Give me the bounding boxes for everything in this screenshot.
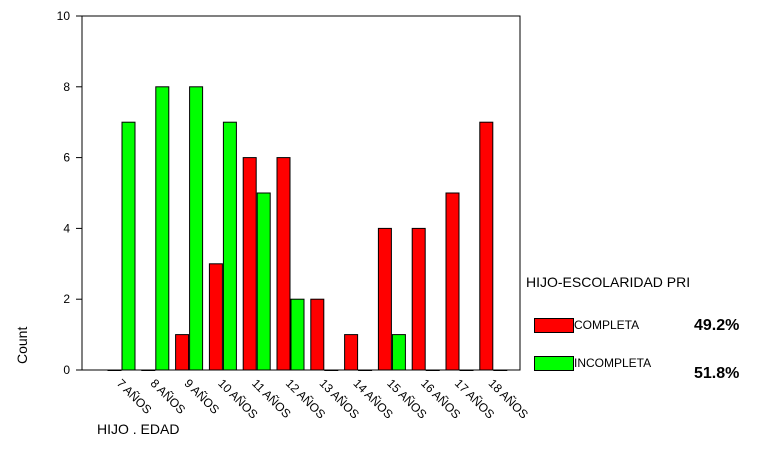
y-axis-label: Count [14, 326, 30, 364]
y-tick-label-10: 10 [57, 9, 71, 23]
bar-incompleta-13-anos [324, 369, 339, 371]
y-axis: 0 2 4 6 8 10 [57, 9, 82, 377]
x-tick-label-7-anos: 7 AÑOS [114, 376, 155, 417]
bar-incompleta-12-anos [290, 298, 305, 371]
legend-label-completa: COMPLETA [574, 318, 640, 332]
bar-incompleta-10-anos [222, 121, 237, 371]
legend-label-incompleta: INCOMPLETA [574, 356, 652, 370]
x-tick-label-9-anos: 9 AÑOS [181, 376, 222, 417]
bars [107, 86, 508, 371]
bar-completa-15-anos [377, 227, 392, 371]
y-tick-label-2: 2 [63, 292, 70, 306]
legend-item-incompleta: INCOMPLETA [534, 354, 651, 372]
bar-incompleta-15-anos [391, 334, 406, 371]
bar-completa-17-anos [445, 192, 460, 371]
bar-incompleta-16-anos [425, 369, 440, 371]
bar-completa-8-anos [141, 369, 156, 371]
bar-incompleta-7-anos [121, 121, 136, 371]
legend-percent-incompleta: 51.8% [694, 365, 740, 382]
bar-completa-14-anos [344, 334, 359, 371]
bar-completa-13-anos [310, 298, 325, 371]
y-tick-label-0: 0 [63, 363, 70, 377]
bar-completa-12-anos [276, 157, 291, 371]
x-axis-label: HIJO . EDAD [97, 421, 180, 437]
bar-completa-18-anos [479, 121, 494, 371]
bar-incompleta-17-anos [459, 369, 474, 371]
legend-swatch-incompleta [534, 355, 574, 371]
y-tick-label-6: 6 [63, 151, 70, 165]
bar-incompleta-8-anos [155, 86, 170, 371]
bar-incompleta-11-anos [256, 192, 271, 371]
x-tick-label-8-anos: 8 AÑOS [148, 376, 189, 417]
bar-completa-7-anos [107, 369, 122, 371]
legend-swatch-completa [534, 317, 574, 333]
legend-title: HIJO-ESCOLARIDAD PRI [526, 274, 691, 290]
bar-incompleta-9-anos [189, 86, 204, 371]
legend-percent-completa: 49.2% [694, 317, 740, 334]
y-tick-label-8: 8 [63, 80, 70, 94]
bar-incompleta-18-anos [493, 369, 508, 371]
bar-incompleta-14-anos [358, 369, 373, 371]
bar-completa-10-anos [208, 263, 223, 371]
bar-completa-11-anos [242, 157, 257, 371]
bar-completa-16-anos [411, 227, 426, 371]
legend-item-completa: COMPLETA [534, 316, 639, 334]
bar-completa-9-anos [175, 334, 190, 371]
y-tick-label-4: 4 [63, 221, 70, 235]
